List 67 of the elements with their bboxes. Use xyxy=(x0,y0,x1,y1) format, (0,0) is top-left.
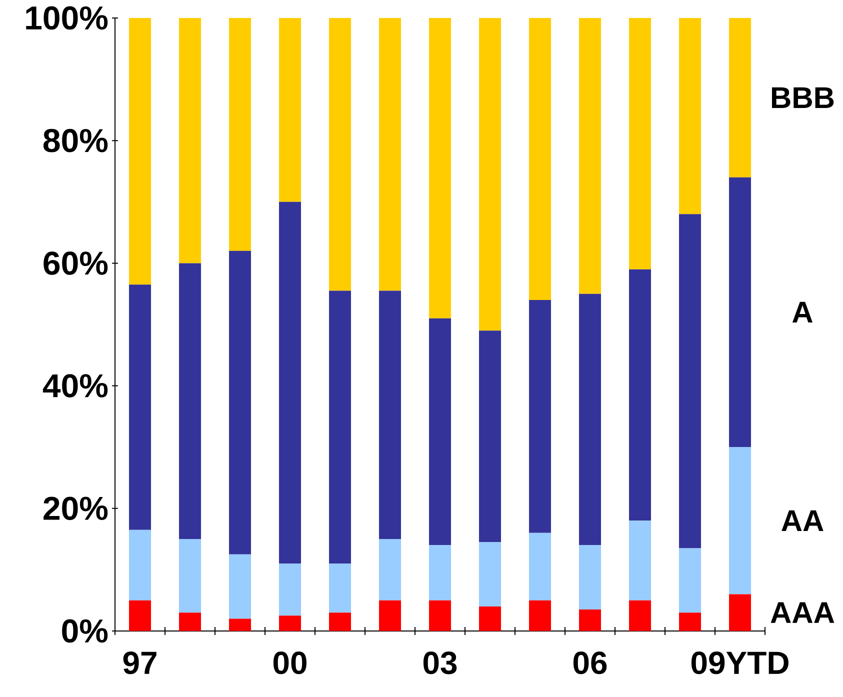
bar xyxy=(379,539,402,600)
bar xyxy=(229,618,251,631)
bar xyxy=(629,18,652,270)
bar xyxy=(279,564,301,616)
bar xyxy=(129,284,151,530)
series-label: A xyxy=(792,302,813,323)
bar xyxy=(729,447,752,594)
bar xyxy=(229,18,251,251)
bar xyxy=(729,177,752,448)
y-tick-label: 0% xyxy=(62,619,108,643)
bar xyxy=(529,18,552,300)
bar xyxy=(529,532,552,600)
bar xyxy=(579,18,602,294)
bar xyxy=(429,600,452,631)
bar xyxy=(379,18,402,291)
series-label: BBB xyxy=(772,87,834,108)
bar xyxy=(679,214,702,548)
bar xyxy=(379,290,402,540)
bar xyxy=(629,600,652,631)
bar xyxy=(379,600,402,631)
bar xyxy=(129,18,151,285)
bar xyxy=(279,202,301,564)
bar xyxy=(179,539,201,613)
x-tick-label: 09YTD xyxy=(691,652,788,674)
y-tick-label: 20% xyxy=(44,496,108,520)
x-tick-label: 97 xyxy=(123,652,156,674)
bar xyxy=(629,269,652,521)
bar xyxy=(429,18,452,318)
bar xyxy=(429,545,452,600)
bar xyxy=(429,318,452,546)
y-tick-label: 100% xyxy=(26,6,108,30)
y-tick-label: 60% xyxy=(44,252,108,275)
bar xyxy=(529,600,552,631)
x-tick-label: 03 xyxy=(423,652,457,674)
bar xyxy=(579,610,602,631)
bar xyxy=(179,612,201,631)
bar xyxy=(329,290,352,564)
series-label: AA xyxy=(782,510,824,531)
bar xyxy=(329,564,352,613)
bar xyxy=(329,18,352,291)
bar xyxy=(179,18,201,264)
bar xyxy=(729,594,752,631)
bar xyxy=(679,548,702,613)
bar xyxy=(479,18,502,331)
y-tick-label: 40% xyxy=(42,374,108,398)
bar xyxy=(479,542,502,606)
bar xyxy=(679,612,702,631)
x-tick-label: 06 xyxy=(573,652,607,674)
series-label: AAA xyxy=(770,602,834,623)
bar xyxy=(679,18,702,214)
x-tick-label: 00 xyxy=(273,652,306,674)
bar xyxy=(179,263,201,540)
bar xyxy=(529,300,552,533)
bar xyxy=(229,250,251,554)
bar xyxy=(129,600,151,631)
bar xyxy=(579,545,602,610)
bar xyxy=(479,330,502,542)
bar xyxy=(279,616,301,631)
bar xyxy=(329,612,352,631)
bar xyxy=(229,554,251,619)
bar xyxy=(629,520,652,600)
bar xyxy=(579,294,602,546)
y-tick-label: 80% xyxy=(43,128,108,152)
bar xyxy=(729,18,752,178)
bar xyxy=(479,606,502,631)
bar xyxy=(279,18,301,202)
bar xyxy=(129,530,151,600)
